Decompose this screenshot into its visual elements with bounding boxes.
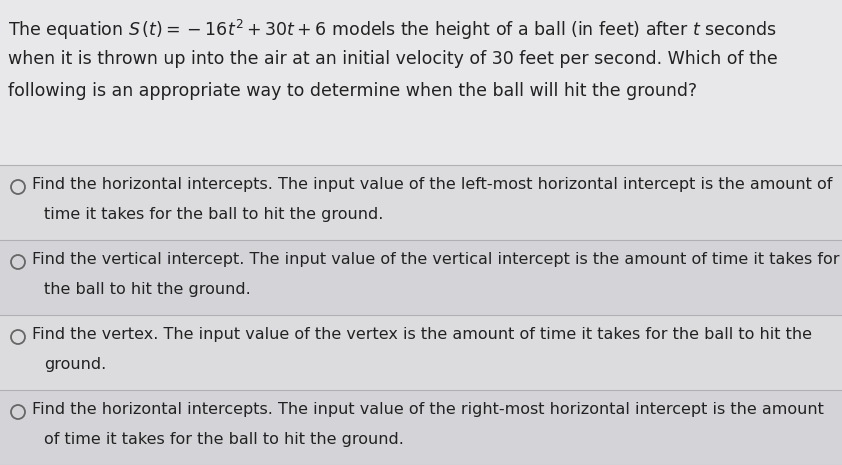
Text: Find the vertical intercept. The input value of the vertical intercept is the am: Find the vertical intercept. The input v… xyxy=(32,252,839,267)
Text: when it is thrown up into the air at an initial velocity of 30 feet per second. : when it is thrown up into the air at an … xyxy=(8,50,778,68)
Text: The equation $S\,(t) = -16t^2 + 30t + 6$ models the height of a ball (in feet) a: The equation $S\,(t) = -16t^2 + 30t + 6$… xyxy=(8,18,776,42)
Text: Find the horizontal intercepts. The input value of the left-most horizontal inte: Find the horizontal intercepts. The inpu… xyxy=(32,177,833,192)
FancyBboxPatch shape xyxy=(0,0,842,165)
Text: ground.: ground. xyxy=(44,357,106,372)
Text: time it takes for the ball to hit the ground.: time it takes for the ball to hit the gr… xyxy=(44,207,383,222)
FancyBboxPatch shape xyxy=(0,315,842,390)
Text: Find the horizontal intercepts. The input value of the right-most horizontal int: Find the horizontal intercepts. The inpu… xyxy=(32,402,823,417)
Text: Find the vertex. The input value of the vertex is the amount of time it takes fo: Find the vertex. The input value of the … xyxy=(32,327,812,342)
Text: the ball to hit the ground.: the ball to hit the ground. xyxy=(44,282,251,297)
FancyBboxPatch shape xyxy=(0,165,842,240)
FancyBboxPatch shape xyxy=(0,390,842,465)
FancyBboxPatch shape xyxy=(0,240,842,315)
Text: following is an appropriate way to determine when the ball will hit the ground?: following is an appropriate way to deter… xyxy=(8,82,697,100)
Text: of time it takes for the ball to hit the ground.: of time it takes for the ball to hit the… xyxy=(44,432,404,447)
